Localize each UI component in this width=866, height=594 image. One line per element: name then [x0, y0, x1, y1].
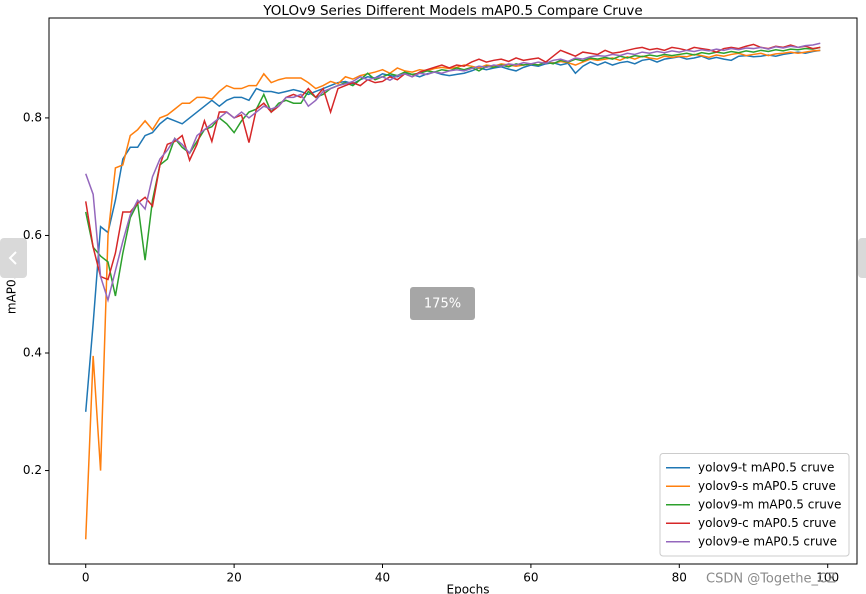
prev-icon [8, 251, 17, 265]
y-tick-label: 0.6 [23, 228, 42, 242]
watermark: CSDN @Togethe_CZ [706, 572, 836, 587]
legend-label: yolov9-t mAP0.5 cruve [698, 460, 834, 474]
y-tick-label: 0.2 [23, 463, 42, 477]
plot-frame [48, 17, 858, 565]
legend-label: yolov9-s mAP0.5 cruve [698, 479, 836, 493]
y-tick-label: 0.8 [23, 110, 42, 124]
series-line [85, 42, 821, 303]
x-tick-label: 40 [375, 571, 390, 585]
series-line [84, 46, 821, 297]
zoom-label: 175% [424, 297, 461, 312]
plot-area: 0 20 40 60 80 100 0.2 0.4 0.6 0.8 [23, 17, 858, 585]
x-axis-label: Epochs [447, 583, 490, 594]
y-tick-label: 0.4 [23, 346, 42, 360]
legend: yolov9-t mAP0.5 cruve yolov9-s mAP0.5 cru… [659, 453, 850, 557]
legend-label: yolov9-m mAP0.5 cruve [698, 497, 841, 511]
next-button[interactable] [858, 238, 866, 278]
y-axis-label: mAP0.5 [5, 268, 19, 314]
legend-box [659, 453, 850, 557]
legend-label: yolov9-c mAP0.5 cruve [698, 516, 836, 530]
series-line [84, 43, 821, 281]
x-tick-label: 80 [672, 571, 687, 585]
zoom-badge [410, 287, 475, 320]
chart-title: YOLOv9 Series Different Models mAP0.5 Co… [262, 3, 642, 19]
series-line [84, 49, 821, 540]
prev-button[interactable] [0, 238, 27, 278]
legend-label: yolov9-e mAP0.5 cruve [698, 534, 837, 548]
x-tick-label: 0 [82, 571, 90, 585]
x-tick-label: 100 [816, 571, 839, 585]
series-line [84, 49, 821, 412]
x-tick-label: 60 [523, 571, 538, 585]
x-tick-label: 20 [226, 571, 241, 585]
